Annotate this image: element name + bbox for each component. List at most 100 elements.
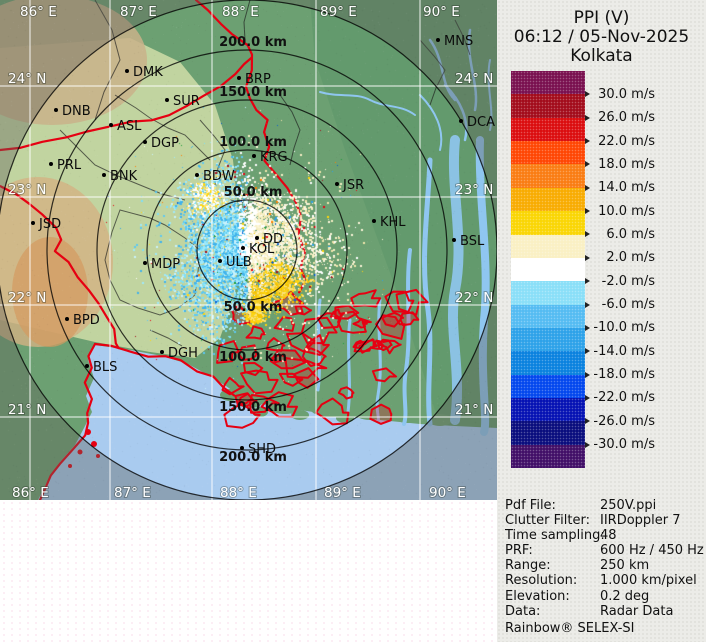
lon-label-bottom: 90° E — [429, 485, 466, 500]
city-dot-BNK — [102, 173, 106, 177]
tick-marker-icon — [585, 418, 590, 425]
graticule — [0, 0, 497, 500]
info-value: 250 km — [600, 558, 650, 574]
info-row: Clutter Filter: IIRDoppler 7 — [505, 513, 703, 528]
lat-label-right: 21° N — [455, 402, 493, 418]
lat-label-right: 23° N — [455, 182, 493, 198]
lat-label-left: 22° N — [8, 290, 46, 306]
city-dot-BPD — [65, 317, 69, 321]
city-label-JSR: JSR — [342, 178, 364, 193]
tick-label: 14.0 m/s — [598, 180, 655, 196]
colorbar-band-15 — [511, 421, 585, 445]
lon-label-top: 90° E — [423, 4, 460, 20]
tick-label: -14.0 m/s — [593, 343, 655, 359]
city-dot-DMK — [125, 69, 129, 73]
ring-label: 150.0 km — [219, 85, 287, 100]
tick-label: 18.0 m/s — [598, 156, 655, 172]
tick-marker-icon — [585, 161, 590, 168]
ring-label: 200.0 km — [219, 450, 287, 465]
city-dot-DNB — [54, 108, 58, 112]
bottom-margin-strip — [0, 500, 497, 642]
tick-label: -6.0 m/s — [601, 297, 655, 313]
product-datetime: 06:12 / 05-Nov-2025 — [513, 27, 690, 47]
ring-label: 100.0 km — [219, 135, 287, 150]
city-label-KOL: KOL — [249, 242, 275, 257]
city-dot-DGP — [143, 140, 147, 144]
tick-marker-icon — [585, 371, 590, 378]
city-dot-SUR — [165, 98, 169, 102]
city-label-ULB: ULB — [226, 255, 252, 270]
info-value: 600 Hz / 450 Hz — [600, 543, 704, 559]
tick-marker-icon — [585, 184, 590, 191]
map-labels: 86° E 87° E 88° E 89° E 90° E 86° E 87° E 88° E… — [7, 3, 495, 500]
tick-marker-icon — [585, 394, 590, 401]
city-label-DCA: DCA — [467, 115, 495, 130]
city-label-DGH: DGH — [168, 346, 198, 361]
city-dot-SHD — [240, 446, 244, 450]
info-row: Resolution: 1.000 km/pixel — [505, 573, 703, 588]
tick-label: 22.0 m/s — [598, 133, 655, 149]
tick-marker-icon — [585, 441, 590, 448]
colorbar-band-7 — [511, 234, 585, 258]
product-title: PPI (V) — [573, 8, 630, 28]
info-row: PRF: 600 Hz / 450 Hz — [505, 543, 704, 559]
lon-label-bottom: 88° E — [220, 485, 257, 500]
tick-label: -18.0 m/s — [593, 367, 655, 383]
range-ring-150 — [96, 99, 398, 401]
info-row: Data: Radar Data — [505, 604, 703, 619]
colorbar-tick: -18.0 m/s — [585, 367, 655, 383]
colorbar-tick: -6.0 m/s — [585, 297, 655, 313]
colorbar-band-8 — [511, 257, 585, 282]
info-row: Elevation: 0.2 deg — [505, 589, 703, 604]
city-label-KHL: KHL — [380, 215, 406, 230]
ring-label: 100.0 km — [219, 350, 287, 365]
city-dot-KOL — [241, 246, 245, 250]
colorbar-band-9 — [511, 281, 585, 305]
lon-label-top: 86° E — [20, 4, 57, 20]
colorbar-band-16 — [511, 444, 585, 469]
info-label: PRF: — [505, 543, 533, 559]
city-label-BDW: BDW — [203, 169, 235, 184]
tick-label: -30.0 m/s — [593, 437, 655, 453]
info-label: Elevation: — [505, 588, 570, 604]
colorbar-tick: -14.0 m/s — [585, 343, 655, 359]
city-label-SUR: SUR — [173, 94, 200, 109]
tick-label: 10.0 m/s — [598, 203, 655, 219]
city-dot-DD — [255, 236, 259, 240]
city-label-DNB: DNB — [62, 104, 91, 119]
tick-marker-icon — [585, 324, 590, 331]
city-label-BPD: BPD — [73, 313, 100, 328]
tick-marker-icon — [585, 231, 590, 238]
city-label-SHD: SHD — [248, 442, 276, 457]
tick-label: 6.0 m/s — [606, 226, 655, 242]
city-label-DMK: DMK — [133, 65, 163, 80]
tick-marker-icon — [585, 348, 590, 355]
tick-label: -26.0 m/s — [593, 413, 655, 429]
lon-label-top: 87° E — [120, 4, 157, 20]
lon-label-bottom: 89° E — [324, 485, 361, 500]
colorbar-band-10 — [511, 304, 585, 328]
tick-marker-icon — [585, 208, 590, 215]
city-dot-MNS — [436, 38, 440, 42]
city-dot-DGH — [160, 350, 164, 354]
city-dot-ULB — [218, 259, 222, 263]
colorbar-band-13 — [511, 374, 585, 399]
colorbar-band-4 — [511, 164, 585, 188]
city-label-BLS: BLS — [93, 360, 117, 375]
colorbar-tick: 22.0 m/s — [585, 133, 655, 149]
tick-label: -10.0 m/s — [593, 320, 655, 336]
ring-label: 150.0 km — [219, 400, 287, 415]
velocity-colorbar — [511, 71, 585, 469]
colorbar-tick: 30.0 m/s — [585, 86, 655, 102]
tick-label: 30.0 m/s — [598, 86, 655, 102]
city-label-MDP: MDP — [151, 257, 180, 272]
colorbar-tick: -10.0 m/s — [585, 320, 655, 336]
lat-label-right: 24° N — [455, 71, 493, 87]
info-row: Time sampling: 48 — [505, 528, 703, 543]
city-dot-BSL — [452, 238, 456, 242]
colorbar-band-11 — [511, 327, 585, 352]
city-label-BRP: BRP — [245, 72, 271, 87]
tick-label: -2.0 m/s — [601, 273, 655, 289]
colorbar-tick: -22.0 m/s — [585, 390, 655, 405]
